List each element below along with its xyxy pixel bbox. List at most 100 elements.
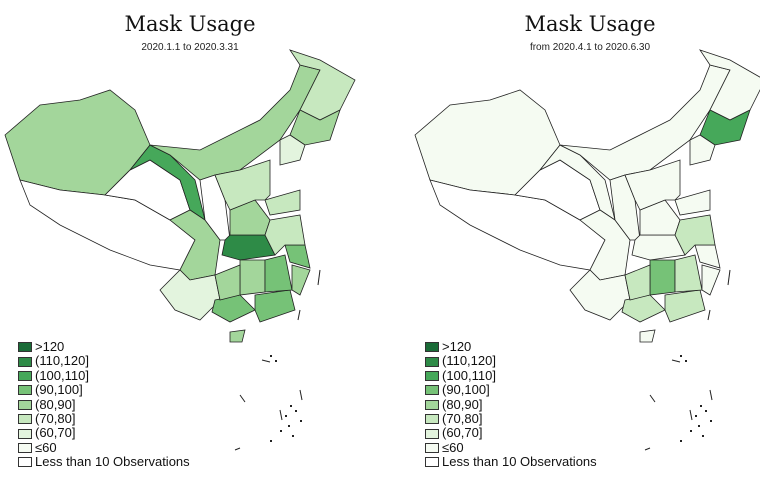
legend-swatch — [18, 385, 32, 396]
island-mark — [695, 415, 697, 417]
legend-item: ≤60 — [18, 439, 190, 455]
region-liaoning — [689, 134, 716, 166]
legend-label: (60,70] — [35, 425, 76, 441]
region-guizhou — [624, 264, 651, 301]
legend-label: ≤60 — [442, 439, 464, 455]
map-legend: >120 (110,120] (100,110] (90,100] (80,90] (70… — [425, 339, 597, 470]
legend-item: (60,70] — [18, 425, 190, 441]
legend-swatch — [425, 428, 439, 439]
legend-swatch — [18, 356, 32, 367]
legend-swatch — [18, 370, 32, 381]
region-zhejiang — [694, 244, 721, 269]
nine-dash-line-segment — [707, 309, 711, 321]
region-guangxi — [211, 294, 256, 323]
legend-swatch — [425, 356, 439, 367]
region-hainan — [639, 329, 656, 343]
map-panel-q2: Mask Usage from 2020.4.1 to 2020.6.30 >1… — [400, 0, 760, 490]
nine-dash-line-segment — [709, 389, 713, 401]
legend-swatch — [18, 399, 32, 410]
legend-item: (80,90] — [425, 396, 597, 412]
legend-item: (110,120] — [425, 353, 597, 368]
legend-label: Less than 10 Observations — [35, 454, 190, 470]
region-hunan — [649, 259, 676, 296]
region-jiangxi — [264, 254, 293, 293]
region-anhui — [674, 214, 716, 256]
map-legend: >120 (110,120] (100,110] (90,100] (80,90] (70… — [18, 339, 190, 470]
legend-label: >120 — [35, 339, 65, 354]
legend-label: (100,110] — [442, 367, 496, 383]
region-anhui — [264, 214, 306, 256]
island-mark — [292, 435, 294, 437]
region-liaoning — [279, 134, 306, 166]
region-fujian — [701, 264, 721, 296]
legend-label: (90,100] — [35, 382, 83, 398]
legend-item: (90,100] — [425, 382, 597, 398]
island-mark — [290, 405, 292, 407]
legend-swatch — [425, 399, 439, 410]
legend-swatch — [425, 414, 439, 425]
island-mark — [698, 425, 700, 427]
nine-dash-line-segment — [299, 389, 303, 401]
nine-dash-line-segment — [317, 269, 321, 286]
legend-label: (80,90] — [442, 396, 483, 412]
china-choropleth-map — [414, 49, 760, 451]
legend-item: >120 — [425, 339, 597, 354]
island-mark — [685, 360, 687, 362]
island-mark — [702, 435, 704, 437]
island-mark — [280, 430, 282, 432]
map-title: Mask Usage — [124, 12, 256, 36]
island-mark — [270, 355, 272, 357]
legend-swatch — [18, 442, 32, 453]
legend-item: >120 — [18, 339, 190, 354]
legend-swatch — [18, 342, 32, 353]
island-mark — [705, 410, 707, 412]
island-mark — [275, 360, 277, 362]
nine-dash-line-segment — [644, 447, 651, 451]
nine-dash-line-segment — [261, 359, 271, 363]
legend-item: (100,110] — [425, 367, 597, 383]
nine-dash-line-segment — [671, 359, 681, 363]
legend-label: (90,100] — [442, 382, 490, 398]
region-shandong — [674, 189, 711, 216]
legend-item: (60,70] — [425, 425, 597, 441]
map-subtitle: from 2020.4.1 to 2020.6.30 — [529, 42, 651, 53]
legend-swatch — [18, 457, 32, 468]
legend-item: (70,80] — [18, 410, 190, 426]
nine-dash-line-segment — [279, 409, 283, 421]
legend-item: (70,80] — [425, 410, 597, 426]
legend-label: ≤60 — [35, 439, 57, 455]
legend-label: (70,80] — [35, 410, 76, 426]
island-mark — [300, 420, 302, 422]
legend-label: (110,120] — [35, 353, 89, 369]
legend-swatch — [425, 385, 439, 396]
region-yunnan — [159, 269, 221, 321]
legend-swatch — [425, 457, 439, 468]
legend-item: ≤60 — [425, 439, 597, 455]
legend-swatch — [18, 414, 32, 425]
island-mark — [680, 440, 682, 442]
legend-item: Less than 10 Observations — [18, 454, 190, 470]
legend-swatch — [425, 442, 439, 453]
island-mark — [690, 430, 692, 432]
nine-dash-line-segment — [239, 394, 246, 403]
china-choropleth-map — [4, 49, 356, 451]
legend-item: (110,120] — [18, 353, 190, 369]
legend-label: (70,80] — [442, 410, 483, 426]
region-hunan — [239, 259, 266, 296]
island-mark — [710, 420, 712, 422]
region-yunnan — [569, 269, 631, 321]
region-guangxi — [621, 294, 666, 323]
region-zhejiang — [284, 244, 311, 269]
legend-label: (100,110] — [35, 367, 89, 383]
region-hebei — [214, 159, 271, 211]
legend-item: (90,100] — [18, 382, 190, 398]
island-mark — [270, 440, 272, 442]
legend-label: (80,90] — [35, 396, 76, 412]
region-hainan — [229, 329, 246, 343]
map-title: Mask Usage — [524, 12, 656, 36]
island-mark — [700, 405, 702, 407]
region-guangdong — [254, 289, 296, 323]
legend-label: (60,70] — [442, 425, 483, 441]
legend-item: (100,110] — [18, 367, 190, 383]
legend-label: Less than 10 Observations — [442, 454, 597, 470]
